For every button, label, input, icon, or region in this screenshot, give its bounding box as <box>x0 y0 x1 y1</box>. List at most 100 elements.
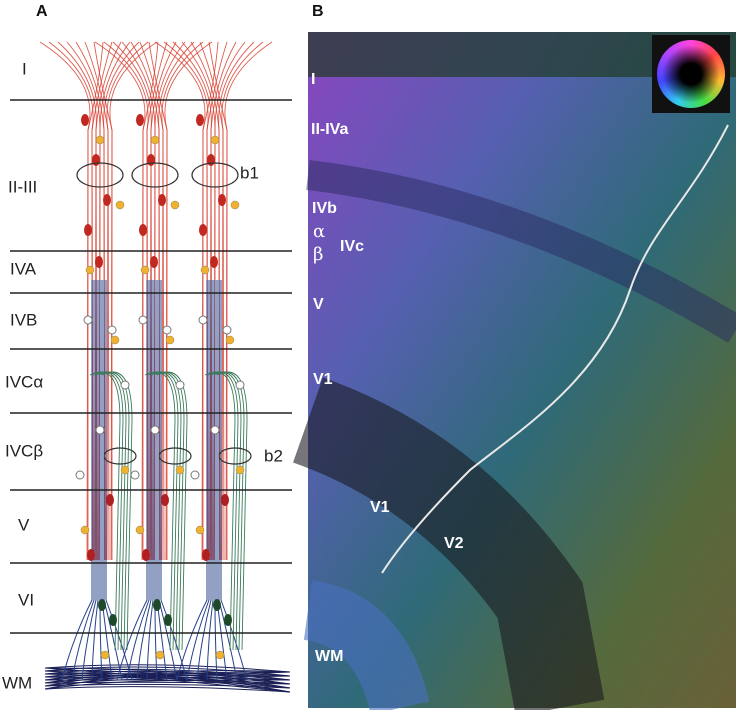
interneuron <box>165 335 175 345</box>
stellate-cell <box>95 425 105 435</box>
dendrite <box>146 41 168 561</box>
axon <box>91 280 99 681</box>
neuron <box>218 194 226 206</box>
dendrite <box>95 371 127 651</box>
stellate-cell <box>222 325 232 335</box>
axon <box>44 686 291 693</box>
dendrite <box>224 41 273 560</box>
stellate-cell <box>162 325 172 335</box>
color-wheel-disc <box>657 40 725 108</box>
neuron <box>150 256 158 268</box>
axon <box>71 280 95 681</box>
dark-band <box>306 160 736 343</box>
layer-label: IVA <box>10 259 37 278</box>
axon <box>44 671 291 677</box>
interneuron <box>235 465 245 475</box>
stellate-cell <box>83 315 93 325</box>
axon <box>146 280 154 681</box>
stellate-cell <box>138 315 148 325</box>
neuron <box>84 224 92 236</box>
column-marker <box>103 447 137 465</box>
dendrite <box>106 41 149 561</box>
panel-label: B <box>312 3 324 20</box>
neuron <box>207 154 215 166</box>
interneuron <box>140 265 150 275</box>
layer-label: IVb <box>312 200 337 217</box>
neuron <box>164 614 172 626</box>
stellate-cell <box>175 380 185 390</box>
v1-v2-border <box>381 124 729 574</box>
interneuron <box>195 525 205 535</box>
panel-b <box>292 32 736 710</box>
annotation: b1 <box>240 163 259 182</box>
neuron <box>161 494 169 506</box>
area-label: V2 <box>444 535 464 552</box>
axon <box>44 683 291 689</box>
dendrite <box>202 41 219 560</box>
area-label: V1 <box>370 499 390 516</box>
neuron <box>136 114 144 126</box>
interneuron <box>100 650 110 660</box>
dendrite <box>109 41 158 560</box>
neuron <box>81 114 89 126</box>
dendrite <box>150 371 182 651</box>
neuron <box>87 549 95 561</box>
axon <box>116 280 148 681</box>
axon <box>44 666 291 677</box>
axon <box>206 280 214 681</box>
layer-label: I <box>311 71 315 88</box>
white-matter <box>302 580 430 710</box>
interneuron <box>175 465 185 475</box>
neuron <box>95 256 103 268</box>
column-marker <box>218 447 252 465</box>
interneuron <box>200 265 210 275</box>
neuron <box>210 256 218 268</box>
neuron <box>224 614 232 626</box>
dendrite <box>221 41 264 561</box>
axon <box>196 280 212 681</box>
axon <box>44 667 291 689</box>
interneuron <box>155 650 165 660</box>
layer-label: α <box>313 221 325 242</box>
annotation: b2 <box>264 446 283 465</box>
stellate-cell <box>235 380 245 390</box>
dendrite <box>207 371 239 651</box>
layer-label: IVc <box>340 238 364 255</box>
dendrite <box>158 41 195 561</box>
neuron <box>98 599 106 611</box>
stellate-cell <box>210 425 220 435</box>
column-marker <box>131 162 179 188</box>
neuron <box>153 599 161 611</box>
axon <box>44 674 291 684</box>
axon <box>61 280 93 681</box>
neuron <box>103 194 111 206</box>
neuron <box>109 614 117 626</box>
axon <box>44 664 291 673</box>
interneuron <box>110 335 120 345</box>
axon <box>44 675 291 679</box>
layer-label: V <box>313 296 324 313</box>
dendrite <box>92 371 124 651</box>
dendrite <box>214 41 246 560</box>
dendrite <box>149 41 177 561</box>
neuron <box>147 154 155 166</box>
axon <box>44 668 291 681</box>
column-marker <box>191 162 239 188</box>
dendrite <box>154 41 186 560</box>
dendrite <box>91 41 113 561</box>
axon <box>44 671 291 681</box>
neuron <box>142 549 150 561</box>
color-wheel <box>652 35 730 113</box>
stellate-cell <box>130 470 140 480</box>
dendrite <box>147 371 179 651</box>
layer-label: IVB <box>10 310 37 329</box>
dendrite <box>103 41 140 561</box>
area-label: WM <box>315 648 343 665</box>
interneuron <box>120 465 130 475</box>
dendrite <box>144 371 176 651</box>
dendrite <box>210 371 242 651</box>
axon <box>126 280 150 681</box>
panel-label: A <box>36 3 48 20</box>
interneuron <box>230 200 240 210</box>
